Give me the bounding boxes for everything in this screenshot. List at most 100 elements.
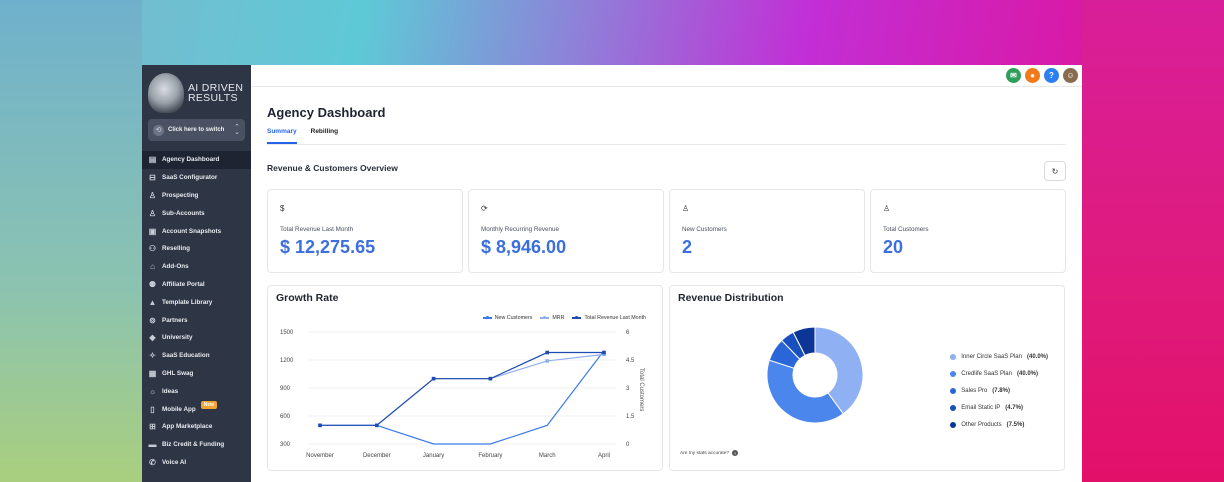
sidebar-item-label: GHL Swag <box>162 369 194 377</box>
legend-item[interactable]: Total Revenue Last Month <box>572 315 646 321</box>
donut-slice[interactable] <box>792 326 816 357</box>
x-tick-label: December <box>363 453 391 459</box>
sidebar-item-mobile-app[interactable]: ▯ Mobile App New <box>142 400 251 418</box>
top-bar: ✉ ●? ☺ <box>251 65 1082 87</box>
logo-line2: RESULTS <box>188 92 238 104</box>
help-icon[interactable]: ? <box>1044 68 1059 83</box>
donut-slice[interactable] <box>814 326 864 415</box>
y-tick-label: 1500 <box>280 330 294 336</box>
pie-legend-item: Credlife SaaS Plan (40.0%) <box>950 365 1048 382</box>
y-tick-label: 300 <box>280 442 291 448</box>
legend-label: New Customers <box>494 315 533 321</box>
sidebar-item-label: Agency Dashboard <box>162 156 220 164</box>
sidebar-item-label: App Marketplace <box>162 423 213 431</box>
sidebar-item-voice-ai[interactable]: ✆ Voice AI <box>142 454 251 472</box>
sidebar-item-label: Sub-Accounts <box>162 209 205 217</box>
sidebar-nav: ▤ Agency Dashboard ⊟ SaaS Configurator ♙ Pros… <box>142 151 251 471</box>
legend-label: MRR <box>552 315 565 321</box>
stat-label: New Customers <box>682 226 727 233</box>
avatar[interactable]: ☺ <box>1063 68 1078 83</box>
pie-legend-label: Email Static IP <box>961 404 1001 411</box>
pie-legend-pct: (40.0%) <box>1026 353 1048 360</box>
sidebar-item-label: Voice AI <box>162 458 187 466</box>
sidebar-item-label: Mobile App <box>162 405 196 413</box>
sidebar-item-prospecting[interactable]: ♙ Prospecting <box>142 187 251 205</box>
accuracy-text: Are my stats accurate? <box>680 450 730 456</box>
logo-text: AI DRIVEN RESULTS <box>188 82 244 104</box>
card-icon: ▬ <box>148 440 157 450</box>
bag-icon: ⌂ <box>150 262 155 272</box>
y-tick-label: 900 <box>280 386 291 392</box>
pie-legend-pct: (7.5%) <box>1006 421 1025 428</box>
tab-summary[interactable]: Summary <box>267 128 297 144</box>
sidebar-item-partners[interactable]: ⊚ Partners <box>142 311 251 329</box>
data-point <box>602 350 606 355</box>
tab-rebilling[interactable]: Rebilling <box>310 128 339 135</box>
y-tick-label: 1200 <box>280 358 294 364</box>
sidebar-item-account-snapshots[interactable]: ▣ Account Snapshots <box>142 222 251 240</box>
notifications-icon[interactable]: ● <box>1025 68 1040 83</box>
stats-accuracy-link[interactable]: Are my stats accurate? ? <box>680 450 739 456</box>
series-line <box>320 351 604 426</box>
section-header: Revenue & Customers Overview ↻ <box>267 155 1066 181</box>
legend-label: Total Revenue Last Month <box>584 315 646 321</box>
charts-row: Growth Rate New Customers MRR Total Revenu… <box>267 285 1066 471</box>
y2-tick-label: 0 <box>626 442 630 448</box>
page-title: Agency Dashboard <box>267 105 386 120</box>
sidebar-item-university[interactable]: ◆ University <box>142 329 251 347</box>
sidebar-item-label: University <box>162 334 193 342</box>
logo-line1: AI DRIVEN <box>188 82 244 94</box>
announcements-icon[interactable]: ✉ <box>1006 68 1021 83</box>
pie-legend-label: Sales Pro <box>961 387 988 394</box>
sidebar-item-label: SaaS Configurator <box>162 174 218 182</box>
sidebar-item-ideas[interactable]: ☼ Ideas <box>142 382 251 400</box>
chevron-updown-icon: ⌃ ⌄ <box>234 124 240 136</box>
stat-card: ♙ Total Customers 20 <box>870 189 1066 273</box>
education-icon: ✧ <box>149 351 156 361</box>
logo-head-image <box>148 73 184 113</box>
stat-cards: $ Total Revenue Last Month $ 12,275.65 ⟳ Mon… <box>267 189 1066 273</box>
legend-dot <box>950 353 957 360</box>
sidebar-item-agency-dashboard[interactable]: ▤ Agency Dashboard <box>142 151 251 169</box>
app-window: AI DRIVEN RESULTS ⟲ Click here to switch… <box>142 65 1082 482</box>
revenue-legend: Inner Circle SaaS Plan (40.0%) Credlife Sa… <box>950 348 1048 433</box>
data-point <box>488 376 493 381</box>
sidebar-item-saas-configurator[interactable]: ⊟ SaaS Configurator <box>142 169 251 187</box>
new-customer-icon: ♙ <box>682 204 690 213</box>
users-search-icon: ♙ <box>148 190 157 200</box>
background-right <box>1082 0 1224 482</box>
legend-item[interactable]: New Customers <box>482 315 533 321</box>
legend-dot <box>950 421 957 428</box>
legend-dot <box>950 370 957 377</box>
sidebar-item-template-library[interactable]: ▲ Template Library <box>142 293 251 311</box>
legend-dot <box>950 387 957 394</box>
new-badge: New <box>200 401 217 410</box>
y2-axis-label: Total Customers <box>638 368 644 411</box>
sidebar-item-sub-accounts[interactable]: ♙ Sub-Accounts <box>142 204 251 222</box>
donut-slice[interactable] <box>766 359 844 424</box>
pie-legend-label: Credlife SaaS Plan <box>961 370 1012 377</box>
refresh-button[interactable]: ↻ <box>1044 161 1066 181</box>
image-icon: ▣ <box>148 226 157 236</box>
sidebar-item-label: SaaS Education <box>162 352 210 360</box>
template-icon: ▲ <box>148 297 157 307</box>
logo[interactable]: AI DRIVEN RESULTS <box>142 65 251 115</box>
growth-chart: 300 600 900 1200 1500 0 1.5 3 4.5 6 Total Customer… <box>280 330 644 459</box>
affiliate-icon: ⚉ <box>148 279 157 289</box>
sidebar-item-reselling[interactable]: ⚇ Reselling <box>142 240 251 258</box>
sidebar-item-add-ons[interactable]: ⌂ Add-Ons <box>142 258 251 276</box>
x-tick-label: February <box>478 453 502 459</box>
sidebar-item-label: Biz Credit & Funding <box>162 441 225 449</box>
legend-dot <box>950 404 957 411</box>
data-point <box>318 423 322 428</box>
sidebar-item-saas-education[interactable]: ✧ SaaS Education <box>142 347 251 365</box>
sidebar-item-ghl-swag[interactable]: ▦ GHL Swag <box>142 365 251 383</box>
sidebar-item-app-marketplace[interactable]: ⊞ App Marketplace <box>142 418 251 436</box>
stat-card: ⟳ Monthly Recurring Revenue $ 8,946.00 <box>468 189 664 273</box>
sidebar-item-biz-credit-funding[interactable]: ▬ Biz Credit & Funding <box>142 436 251 454</box>
sidebar-item-affiliate-portal[interactable]: ⚉ Affiliate Portal <box>142 276 251 294</box>
account-switcher[interactable]: ⟲ Click here to switch ⌃ ⌄ <box>148 119 245 141</box>
legend-item[interactable]: MRR <box>540 315 564 321</box>
chart-icon: ⊟ <box>149 173 156 183</box>
stat-label: Monthly Recurring Revenue <box>481 226 560 233</box>
